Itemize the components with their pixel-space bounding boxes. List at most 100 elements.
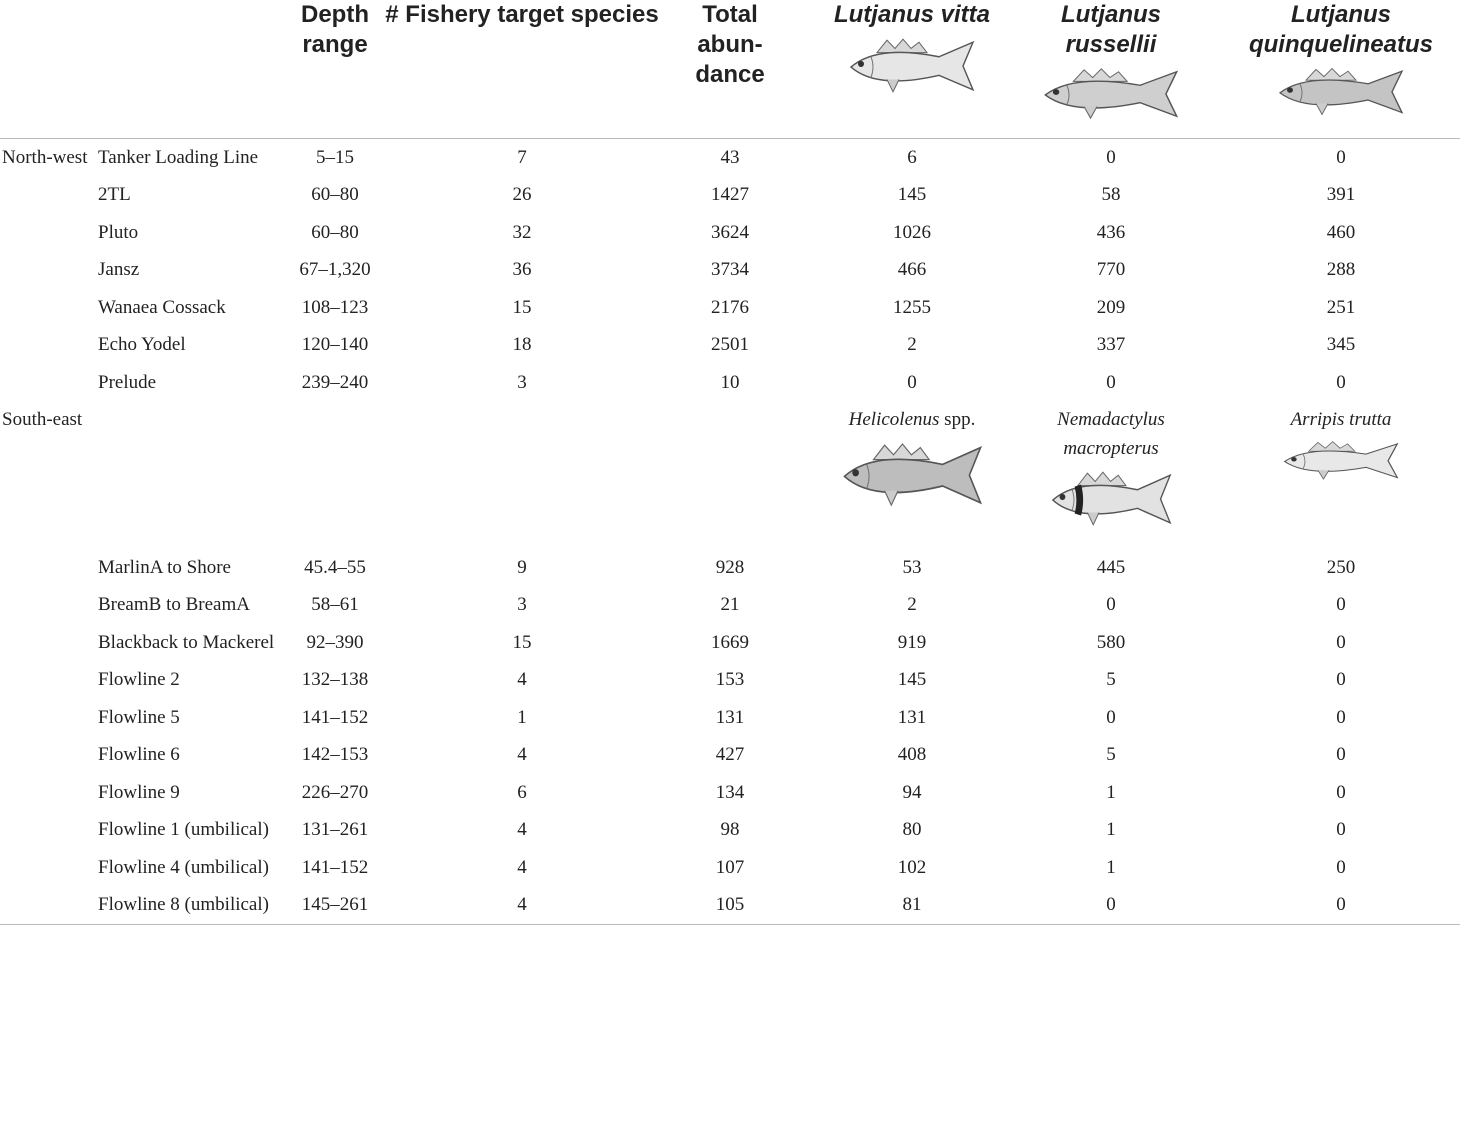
table-cell: 4: [517, 819, 527, 841]
site-name: BreamB to BreamA: [98, 594, 250, 616]
region-label: South-east: [2, 409, 83, 431]
species-cell: Arripis trutta: [1196, 401, 1460, 549]
table-cell: 0: [1336, 669, 1346, 691]
header-row: Depth range # Fishery target species Tot…: [0, 0, 1460, 138]
empty-cell: [0, 364, 98, 402]
table-cell: 5: [1106, 744, 1116, 766]
table-cell: 141–152: [301, 706, 369, 728]
empty-cell: [0, 176, 98, 214]
data-row: MarlinA to Shore 45.4–55 9 928 53 445 250: [0, 549, 1460, 587]
table-cell: 0: [1336, 706, 1346, 728]
header-text: Lutjanus quinquelineatus: [1248, 1, 1433, 58]
site-name: Flowline 6: [98, 744, 180, 766]
species-header: Lutjanus vitta: [798, 0, 1026, 138]
site-name: Flowline 5: [98, 706, 180, 728]
table-cell: 239–240: [301, 371, 369, 393]
site-name: Flowline 9: [98, 781, 180, 803]
table-cell: 145–261: [301, 894, 369, 916]
table-cell: 1026: [893, 221, 931, 243]
table-cell: 3624: [711, 221, 749, 243]
empty-cell: [98, 401, 288, 549]
table-cell: 134: [715, 781, 745, 803]
empty-cell: [0, 326, 98, 364]
site-name: Wanaea Cossack: [98, 296, 226, 318]
column-header: Depth range: [288, 0, 382, 138]
table-cell: 466: [897, 259, 927, 281]
table-cell: 226–270: [301, 781, 369, 803]
table-cell: 0: [1336, 819, 1346, 841]
table-cell: 53: [902, 556, 922, 578]
data-row: Flowline 6 142–153 4 427 408 5 0: [0, 736, 1460, 774]
table-cell: 919: [897, 631, 927, 653]
table-cell: 36: [512, 259, 532, 281]
table-cell: 26: [512, 184, 532, 206]
table-cell: 0: [1336, 631, 1346, 653]
table-cell: 43: [720, 146, 740, 168]
table-cell: 32: [512, 221, 532, 243]
table-cell: 2: [907, 334, 917, 356]
empty-cell: [0, 289, 98, 327]
table-cell: 94: [902, 781, 922, 803]
data-row: Flowline 1 (umbilical) 131–261 4 98 80 1 0: [0, 811, 1460, 849]
site-name: 2TL: [98, 184, 131, 206]
column-header: Total abun-dance: [662, 0, 798, 138]
table-cell: 45.4–55: [304, 556, 366, 578]
table-cell: 145: [897, 669, 927, 691]
species-name: Helicolenus: [848, 409, 940, 431]
header-text: # Fishery target species: [385, 1, 659, 28]
table-cell: 107: [715, 856, 745, 878]
table-cell: 7: [517, 146, 527, 168]
species-cell: Helicolenus spp.: [798, 401, 1026, 549]
fish-illustration: [849, 38, 975, 94]
table-cell: 1669: [711, 631, 749, 653]
table-cell: 0: [1336, 781, 1346, 803]
table-cell: 131–261: [301, 819, 369, 841]
species-qualifier: spp.: [944, 409, 976, 431]
table-cell: 10: [720, 371, 740, 393]
species-name: Arripis trutta: [1290, 409, 1392, 431]
empty-cell: [288, 401, 382, 549]
table-cell: 1255: [893, 296, 931, 318]
table-cell: 92–390: [306, 631, 364, 653]
table-cell: 131: [715, 706, 745, 728]
data-row: Blackback to Mackerel 92–390 15 1669 919 580 0: [0, 624, 1460, 662]
table-cell: 98: [720, 819, 740, 841]
table-cell: 0: [1336, 371, 1346, 393]
site-name: Pluto: [98, 221, 139, 243]
table-cell: 105: [715, 894, 745, 916]
table-cell: 445: [1096, 556, 1126, 578]
table-cell: 0: [1106, 146, 1116, 168]
table-cell: 0: [1336, 856, 1346, 878]
species-header: Lutjanus quinquelineatus: [1196, 0, 1460, 138]
table-cell: 288: [1326, 259, 1356, 281]
table-cell: 0: [1336, 594, 1346, 616]
header-text: Depth range: [301, 1, 369, 58]
fishery-table: Depth range # Fishery target species Tot…: [0, 0, 1460, 924]
data-row: Flowline 5 141–152 1 131 131 0 0: [0, 699, 1460, 737]
table-cell: 0: [1336, 894, 1346, 916]
table-cell: 250: [1326, 556, 1356, 578]
fish-illustration: [1283, 441, 1399, 481]
table-cell: 18: [512, 334, 532, 356]
table-cell: 1: [1106, 781, 1116, 803]
table-cell: 436: [1096, 221, 1126, 243]
fish-illustration: [842, 443, 982, 507]
data-row: Pluto 60–80 32 3624 1026 436 460: [0, 214, 1460, 252]
table-cell: 0: [1106, 371, 1116, 393]
empty-cell: [0, 251, 98, 289]
data-row: Flowline 9 226–270 6 134 94 1 0: [0, 774, 1460, 812]
table-cell: 3734: [711, 259, 749, 281]
table-cell: 141–152: [301, 856, 369, 878]
header-text: Lutjanus vitta: [833, 1, 990, 28]
site-name: Flowline 8 (umbilical): [98, 894, 269, 916]
table-cell: 60–80: [311, 221, 359, 243]
empty-cell: [0, 774, 98, 812]
site-name: Flowline 1 (umbilical): [98, 819, 269, 841]
table-cell: 1: [517, 706, 527, 728]
table-cell: 142–153: [301, 744, 369, 766]
table-cell: 337: [1096, 334, 1126, 356]
table-cell: 108–123: [301, 296, 369, 318]
region-label: North-west: [2, 146, 88, 168]
table-cell: 58: [1101, 184, 1121, 206]
empty-cell: [0, 549, 98, 587]
